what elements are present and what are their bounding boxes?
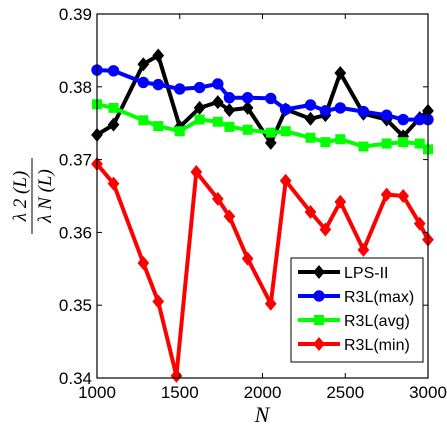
data-point: [319, 105, 332, 117]
data-point: [242, 124, 253, 135]
x-axis-label: N: [254, 402, 271, 427]
series-2: [91, 64, 434, 126]
data-point: [138, 115, 149, 126]
legend-label: R3L(max): [344, 289, 414, 306]
data-point: [398, 137, 409, 148]
legend-entry: R3L(min): [298, 337, 410, 354]
data-point: [397, 189, 410, 203]
data-point: [223, 103, 236, 118]
data-point: [319, 222, 332, 237]
data-point: [152, 294, 165, 309]
ticks-layer: 1000 1500 2000 2500 3000 0.34 0.35 0.36 0.37 0.38…: [59, 5, 447, 402]
x-tick-label: 3000: [409, 383, 447, 402]
data-point: [137, 57, 150, 72]
data-point: [414, 138, 425, 149]
data-point: [223, 209, 236, 224]
data-point: [304, 111, 317, 126]
legend-entry: R3L(max): [298, 289, 414, 306]
legend-label: R3L(avg): [344, 313, 410, 330]
data-point: [152, 48, 165, 63]
data-point: [193, 100, 206, 115]
data-point: [397, 113, 409, 126]
legend: LPS-II R3L(max) R3L(avg) R3L(min): [290, 257, 424, 363]
data-point: [241, 92, 254, 104]
y-axis-label-denominator: λ N (L): [35, 169, 56, 224]
y-axis-label: λ 2 (L) λ N (L): [10, 158, 56, 234]
data-point: [264, 296, 277, 311]
data-point: [174, 126, 185, 137]
data-point: [334, 65, 347, 80]
data-point: [380, 187, 393, 202]
data-point: [320, 137, 331, 148]
y-tick-label: 0.37: [59, 151, 92, 170]
data-point: [334, 194, 347, 209]
data-point: [211, 191, 224, 206]
y-tick-label: 0.39: [59, 5, 92, 24]
data-point: [358, 141, 369, 152]
data-point: [190, 164, 203, 179]
data-point: [194, 114, 205, 125]
y-tick-label: 0.34: [59, 369, 92, 388]
data-point: [241, 100, 254, 115]
legend-label: LPS-II: [344, 265, 388, 282]
data-point: [334, 102, 346, 114]
x-tick-label: 2000: [244, 383, 282, 402]
y-axis-label-numerator: λ 2 (L): [10, 171, 31, 222]
legend-label: R3L(min): [344, 337, 410, 354]
data-point: [212, 78, 224, 90]
data-point: [304, 99, 317, 111]
data-point: [212, 116, 223, 127]
x-tick-label: 1500: [161, 383, 199, 402]
data-point: [223, 92, 236, 104]
data-point: [224, 121, 235, 132]
data-point: [107, 65, 120, 77]
data-point: [335, 134, 346, 145]
data-point: [279, 173, 292, 188]
data-point: [174, 83, 186, 95]
data-point: [211, 95, 224, 110]
data-point: [137, 255, 150, 270]
data-point: [153, 121, 164, 132]
data-point: [413, 216, 426, 231]
data-point: [280, 126, 291, 137]
y-tick-label: 0.38: [59, 78, 92, 97]
legend-swatch-marker: [313, 290, 325, 302]
legend-entry: R3L(avg): [298, 313, 410, 330]
data-point: [108, 102, 119, 113]
y-tick-label: 0.36: [59, 223, 92, 242]
data-point: [265, 127, 276, 138]
data-point: [380, 109, 393, 121]
x-tick-label: 2500: [326, 383, 364, 402]
data-point: [193, 81, 206, 94]
legend-swatch-marker: [313, 265, 325, 279]
data-point: [107, 176, 120, 191]
data-point: [241, 251, 254, 266]
data-point: [152, 78, 164, 91]
data-point: [279, 103, 292, 116]
data-point: [304, 205, 317, 219]
data-point: [357, 105, 370, 118]
data-point: [264, 135, 277, 150]
series-4: [91, 156, 434, 383]
data-point: [381, 138, 392, 149]
data-point: [265, 92, 277, 105]
series-layer: [91, 48, 434, 383]
data-point: [357, 242, 370, 257]
legend-entry: LPS-II: [298, 265, 388, 282]
data-point: [137, 76, 150, 89]
data-point: [107, 117, 120, 132]
data-point: [305, 132, 316, 143]
legend-swatch-marker: [314, 315, 324, 325]
legend-swatch-marker: [313, 337, 325, 351]
x-tick-label: 1000: [78, 383, 116, 402]
y-tick-label: 0.35: [59, 296, 92, 315]
